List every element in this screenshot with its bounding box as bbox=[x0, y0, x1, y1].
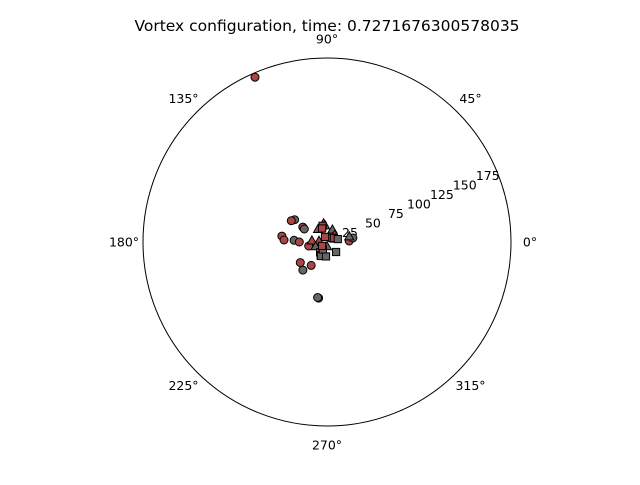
r-tick-label: 75 bbox=[388, 206, 404, 221]
vortex-triangle-marker bbox=[310, 240, 322, 251]
r-tick-label: 150 bbox=[453, 177, 477, 192]
r-tick-label: 50 bbox=[365, 216, 381, 231]
vortex-circle-marker bbox=[306, 260, 316, 270]
polar-axis-frame bbox=[142, 57, 512, 427]
vortex-square-marker bbox=[332, 247, 341, 257]
vortex-square-marker bbox=[333, 235, 342, 244]
vortex-square-marker bbox=[318, 224, 327, 233]
vortex-circle-marker bbox=[279, 235, 289, 245]
vortex-circle-marker bbox=[250, 72, 260, 82]
r-tick-label: 125 bbox=[430, 187, 454, 202]
vortex-triangle-marker bbox=[306, 234, 318, 245]
vortex-circle-marker bbox=[299, 224, 309, 234]
vortex-circle-marker bbox=[286, 216, 296, 226]
data-markers bbox=[250, 72, 358, 303]
theta-tick-labels: 0° 45° 90° 135° 180° 225° 270° 315° bbox=[109, 32, 537, 453]
vortex-circle-marker bbox=[298, 265, 308, 275]
theta-tick-label: 180° bbox=[109, 235, 139, 250]
theta-tick-label: 45° bbox=[459, 91, 481, 106]
theta-tick-label: 315° bbox=[455, 378, 485, 393]
vortex-square-marker bbox=[318, 241, 327, 251]
theta-tick-label: 135° bbox=[168, 91, 198, 106]
vortex-circle-marker bbox=[295, 258, 305, 268]
r-tick-label: 175 bbox=[476, 168, 500, 183]
theta-tick-label: 270° bbox=[312, 438, 342, 453]
theta-tick-label: 90° bbox=[316, 32, 338, 47]
vortex-circle-marker bbox=[294, 237, 304, 247]
vortex-square-marker bbox=[321, 252, 331, 261]
theta-tick-label: 0° bbox=[523, 235, 537, 250]
vortex-square-marker bbox=[320, 232, 330, 242]
radial-tick-labels: 255075100125150175 bbox=[342, 168, 500, 240]
theta-tick-label: 225° bbox=[168, 378, 198, 393]
vortex-circle-marker bbox=[313, 293, 323, 302]
r-tick-label: 100 bbox=[407, 196, 431, 211]
chart-title: Vortex configuration, time: 0.7271676300… bbox=[134, 17, 519, 35]
vortex-triangle-marker bbox=[343, 230, 355, 241]
